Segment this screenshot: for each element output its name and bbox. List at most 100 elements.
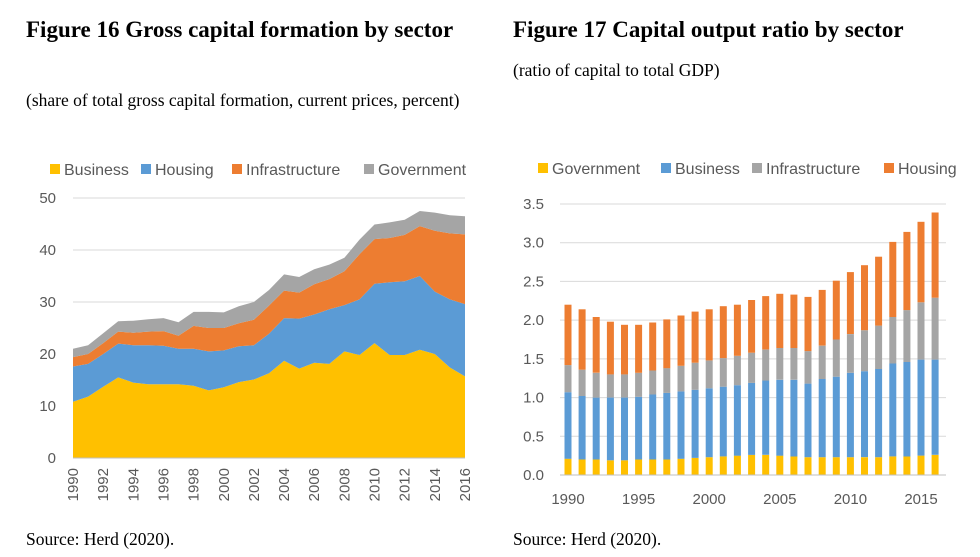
fig17-bar-government: [931, 454, 939, 475]
fig17-bar-government: [705, 457, 713, 475]
fig16-x-tick-label: 1998: [186, 468, 203, 501]
fig17-bar-housing: [804, 296, 812, 352]
fig17-bar-infrastructure: [818, 345, 826, 379]
fig17-bar-business: [861, 371, 868, 458]
fig17-bar-housing: [564, 304, 572, 366]
fig17-bar-housing: [790, 294, 798, 348]
fig17-bar-housing: [931, 212, 939, 298]
fig17-bar-infrastructure: [846, 334, 854, 373]
fig17-bar-infrastructure: [677, 365, 685, 392]
fig17-legend-label-business: Business: [675, 161, 740, 178]
fig17-bar-government: [564, 458, 572, 475]
fig17-bar-infrastructure: [649, 370, 657, 395]
fig17-bar-housing: [663, 319, 671, 369]
fig17-bar-housing: [748, 300, 756, 353]
fig17-legend-swatch-infrastructure: [752, 163, 762, 173]
fig17-bar-housing: [889, 241, 897, 317]
fig17-bar-infrastructure: [606, 374, 614, 398]
fig17-bar-housing: [578, 309, 586, 370]
fig17-y-tick-label: 1.5: [523, 351, 544, 368]
fig16-x-tick-label: 1992: [95, 468, 112, 501]
fig17-bar-infrastructure: [832, 339, 840, 377]
fig17-bar-housing: [875, 256, 883, 326]
fig16-area-business: [73, 343, 465, 458]
fig17-x-tick-label: 2010: [834, 491, 867, 508]
fig17-bar-government: [621, 460, 628, 475]
fig16-area-government: [73, 211, 465, 358]
fig17-bar-government: [776, 455, 784, 475]
fig17-x-tick-label: 1995: [622, 491, 655, 508]
fig17-bar-business: [832, 376, 840, 458]
fig17-bar-housing: [903, 231, 911, 311]
fig17-x-tick-label: 2000: [693, 491, 726, 508]
fig17-bar-business: [776, 379, 784, 456]
fig17-bar-government: [903, 456, 911, 475]
fig17-y-tick-label: 0.0: [523, 467, 544, 484]
fig16-x-tick-label: 2014: [427, 468, 444, 501]
fig17-bar-government: [606, 460, 614, 475]
fig17-bar-housing: [776, 293, 784, 348]
figure17-source: Source: Herd (2020).: [513, 529, 662, 549]
fig17-bar-infrastructure: [564, 365, 572, 393]
fig17-bar-government: [592, 459, 600, 475]
fig17-bar-housing: [649, 322, 657, 371]
fig17-bar-government: [832, 457, 840, 475]
fig16-y-tick-label: 0: [48, 450, 56, 467]
fig17-x-tick-label: 2015: [904, 491, 937, 508]
fig17-bar-business: [606, 397, 614, 461]
fig16-x-tick-label: 2008: [336, 468, 353, 501]
fig16-legend-swatch-government: [364, 164, 374, 174]
fig17-bar-government: [790, 456, 798, 475]
fig17-bar-business: [917, 359, 925, 456]
fig17-bar-business: [705, 388, 713, 458]
fig17-bar-business: [818, 379, 826, 458]
fig17-bar-government: [691, 458, 699, 475]
fig17-bar-business: [677, 391, 685, 459]
fig17-bar-housing: [677, 315, 685, 366]
fig16-y-tick-label: 50: [39, 190, 56, 207]
fig17-bar-housing: [917, 221, 925, 303]
fig17-bar-business: [846, 372, 854, 458]
fig17-bar-government: [889, 456, 897, 475]
fig17-bar-government: [635, 459, 643, 475]
fig17-bar-infrastructure: [804, 351, 812, 384]
fig17-bar-business: [748, 382, 756, 455]
fig16-x-tick-label: 2006: [306, 468, 323, 501]
fig17-bar-government: [818, 457, 826, 475]
fig16-x-tick-label: 1990: [65, 468, 82, 501]
fig17-bar-government: [804, 457, 812, 475]
fig17-bar-housing: [606, 321, 614, 375]
fig17-x-tick-label: 2005: [763, 491, 796, 508]
fig17-legend-label-government: Government: [552, 161, 641, 178]
fig17-bar-housing: [733, 304, 741, 356]
figure16-chart: 0 10 20 30 40 50 1990 1992 1994 1996 1998 2000 2002 2…: [39, 162, 474, 501]
fig17-bar-business: [903, 362, 911, 457]
fig16-legend-label-business: Business: [64, 162, 129, 179]
fig17-bar-government: [733, 455, 741, 475]
fig17-bar-housing: [861, 265, 868, 331]
fig16-x-tick-label: 2002: [246, 468, 263, 501]
fig17-bar-business: [621, 397, 628, 461]
fig17-legend-label-infrastructure: Infrastructure: [766, 161, 860, 178]
fig17-y-tick-label: 0.5: [523, 428, 544, 445]
fig17-bar-infrastructure: [790, 348, 798, 380]
fig17-bar-infrastructure: [691, 362, 699, 390]
fig17-bar-government: [846, 457, 854, 475]
fig17-bar-government: [578, 459, 586, 475]
fig17-bar-government: [663, 459, 671, 475]
fig17-legend-swatch-housing: [884, 163, 894, 173]
fig16-x-tick-label: 2010: [367, 468, 384, 501]
fig17-bar-housing: [635, 324, 643, 373]
fig17-bar-government: [677, 458, 685, 475]
fig17-bar-infrastructure: [578, 369, 586, 396]
fig16-x-tick-label: 2016: [457, 468, 474, 501]
fig16-legend-swatch-business: [50, 164, 60, 174]
fig16-y-tick-label: 30: [39, 294, 56, 311]
fig16-legend-swatch-housing: [141, 164, 151, 174]
fig16-area-infrastructure: [73, 226, 465, 367]
fig16-x-tick-label: 2000: [216, 468, 233, 501]
fig17-bar-infrastructure: [776, 348, 784, 380]
fig17-bar-government: [875, 457, 883, 475]
fig17-bar-housing: [691, 311, 699, 363]
